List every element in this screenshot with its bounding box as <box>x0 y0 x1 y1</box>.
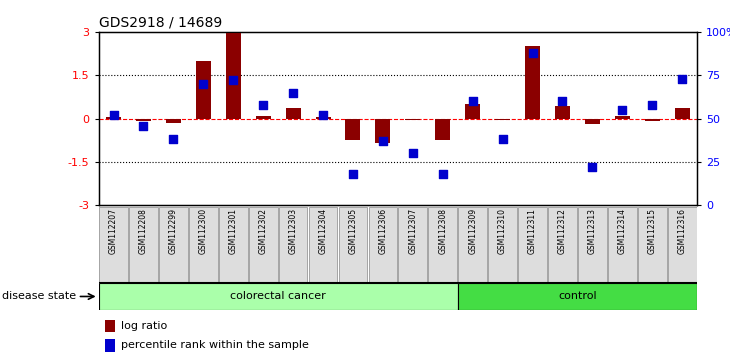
FancyBboxPatch shape <box>339 207 367 282</box>
FancyBboxPatch shape <box>279 207 307 282</box>
Point <box>347 171 359 177</box>
Bar <box>226 33 241 119</box>
Text: GSM112301: GSM112301 <box>228 208 238 254</box>
FancyBboxPatch shape <box>608 207 637 282</box>
Bar <box>458 283 697 310</box>
Bar <box>255 116 271 119</box>
Text: GSM112309: GSM112309 <box>468 208 477 254</box>
Text: GSM112311: GSM112311 <box>528 208 537 253</box>
FancyBboxPatch shape <box>578 207 607 282</box>
Point <box>167 137 180 142</box>
Bar <box>555 105 570 119</box>
Point <box>228 78 239 83</box>
Text: GSM112208: GSM112208 <box>139 208 148 253</box>
Text: GSM112300: GSM112300 <box>199 208 208 254</box>
Point <box>138 123 150 129</box>
FancyBboxPatch shape <box>518 207 547 282</box>
Text: GSM112303: GSM112303 <box>288 208 298 254</box>
Text: GSM112307: GSM112307 <box>408 208 418 254</box>
Point <box>587 164 599 170</box>
Point <box>646 102 658 108</box>
Point <box>407 150 418 156</box>
Bar <box>99 283 458 310</box>
Text: disease state: disease state <box>2 291 76 302</box>
Text: GDS2918 / 14689: GDS2918 / 14689 <box>99 15 222 29</box>
Text: GSM112302: GSM112302 <box>258 208 268 254</box>
FancyBboxPatch shape <box>249 207 277 282</box>
Bar <box>375 119 391 143</box>
Text: GSM112306: GSM112306 <box>378 208 388 254</box>
Bar <box>675 108 690 119</box>
FancyBboxPatch shape <box>309 207 337 282</box>
Point <box>377 138 388 144</box>
FancyBboxPatch shape <box>129 207 158 282</box>
Bar <box>196 61 211 119</box>
FancyBboxPatch shape <box>369 207 397 282</box>
Point <box>317 112 328 118</box>
Text: log ratio: log ratio <box>121 321 168 331</box>
FancyBboxPatch shape <box>429 207 457 282</box>
Text: control: control <box>558 291 596 302</box>
Text: GSM112299: GSM112299 <box>169 208 178 254</box>
Bar <box>465 104 480 119</box>
FancyBboxPatch shape <box>219 207 247 282</box>
Text: GSM112313: GSM112313 <box>588 208 597 254</box>
Bar <box>495 119 510 120</box>
Bar <box>435 119 450 140</box>
FancyBboxPatch shape <box>638 207 666 282</box>
FancyBboxPatch shape <box>159 207 188 282</box>
Point <box>526 50 538 56</box>
Bar <box>285 108 301 119</box>
Text: GSM112315: GSM112315 <box>648 208 657 254</box>
Text: percentile rank within the sample: percentile rank within the sample <box>121 340 310 350</box>
Point <box>467 98 479 104</box>
Text: GSM112316: GSM112316 <box>677 208 687 254</box>
FancyBboxPatch shape <box>399 207 427 282</box>
Point <box>616 107 628 113</box>
Bar <box>345 119 361 140</box>
FancyBboxPatch shape <box>189 207 218 282</box>
FancyBboxPatch shape <box>488 207 517 282</box>
Point <box>108 112 120 118</box>
Text: GSM112304: GSM112304 <box>318 208 328 254</box>
Bar <box>104 339 115 352</box>
Point <box>556 98 568 104</box>
Bar <box>106 117 121 119</box>
Bar <box>525 46 540 119</box>
Text: GSM112312: GSM112312 <box>558 208 567 253</box>
Bar <box>585 119 600 124</box>
Bar <box>136 119 151 121</box>
Point <box>676 76 688 81</box>
Bar <box>315 117 331 119</box>
Bar <box>104 320 115 332</box>
Bar <box>615 116 630 119</box>
Text: GSM112310: GSM112310 <box>498 208 507 254</box>
Point <box>288 90 299 96</box>
FancyBboxPatch shape <box>458 207 487 282</box>
Bar <box>166 119 181 123</box>
Text: GSM112305: GSM112305 <box>348 208 358 254</box>
Bar <box>405 119 420 120</box>
Text: colorectal cancer: colorectal cancer <box>230 291 326 302</box>
FancyBboxPatch shape <box>668 207 696 282</box>
Point <box>437 171 448 177</box>
FancyBboxPatch shape <box>548 207 577 282</box>
Point <box>197 81 210 87</box>
Text: GSM112207: GSM112207 <box>109 208 118 254</box>
Point <box>257 102 269 108</box>
Text: GSM112314: GSM112314 <box>618 208 627 254</box>
Text: GSM112308: GSM112308 <box>438 208 447 254</box>
Bar <box>645 119 660 121</box>
Point <box>496 137 508 142</box>
FancyBboxPatch shape <box>99 207 128 282</box>
